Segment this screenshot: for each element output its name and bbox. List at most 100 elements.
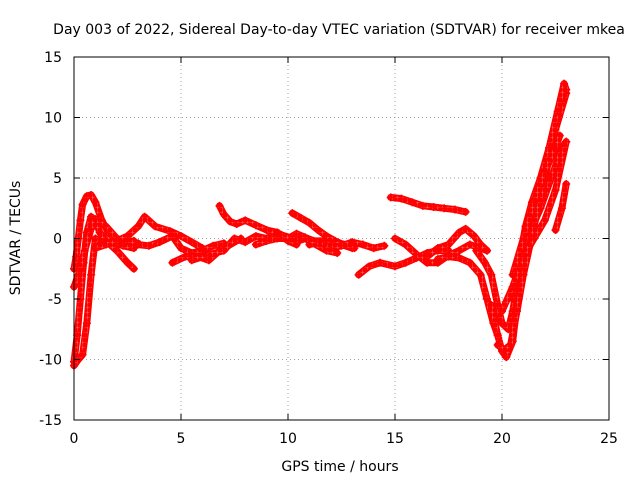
data-point-marker <box>73 331 82 340</box>
data-point-marker <box>288 234 297 243</box>
data-point-marker <box>461 207 470 216</box>
data-point-marker <box>316 238 325 247</box>
x-tick-label: 20 <box>493 431 511 447</box>
y-tick-label: 10 <box>44 111 62 127</box>
data-point-marker <box>455 228 464 237</box>
data-point-marker <box>455 253 464 262</box>
data-point-marker <box>512 307 521 316</box>
data-point-marker <box>502 353 511 362</box>
data-point-marker <box>232 219 241 228</box>
data-point-marker <box>380 241 389 250</box>
data-point-marker <box>530 222 539 231</box>
data-point-marker <box>95 228 104 237</box>
data-point-marker <box>230 234 239 243</box>
data-point-marker <box>262 236 271 245</box>
data-point-marker <box>487 301 496 310</box>
data-point-marker <box>429 203 438 212</box>
data-point-marker <box>551 226 560 235</box>
data-point-marker <box>500 345 509 354</box>
data-point-marker <box>112 236 121 245</box>
data-point-marker <box>123 258 132 267</box>
data-point-marker <box>202 251 211 260</box>
data-point-marker <box>168 258 177 267</box>
data-point-marker <box>530 234 539 243</box>
data-point-marker <box>498 307 506 316</box>
y-tick-label: -10 <box>39 353 62 369</box>
data-point-marker <box>123 232 132 241</box>
series-markers <box>217 203 280 235</box>
data-point-marker <box>187 238 196 247</box>
data-point-marker <box>553 107 562 116</box>
series-9 <box>215 201 282 237</box>
data-point-marker <box>91 244 100 253</box>
data-point-marker <box>296 213 305 222</box>
data-point-marker <box>418 201 427 210</box>
series-23 <box>498 137 571 316</box>
data-point-marker <box>337 241 346 250</box>
data-point-marker <box>562 180 571 189</box>
data-point-marker <box>540 216 549 225</box>
data-point-marker <box>391 262 399 271</box>
series-6 <box>134 232 228 258</box>
data-point-marker <box>433 255 442 264</box>
series-24 <box>551 180 571 235</box>
data-point-marker <box>365 262 374 271</box>
data-point-marker <box>483 295 492 303</box>
x-tick-label: 15 <box>386 431 404 447</box>
data-point-marker <box>251 232 260 241</box>
data-point-marker <box>508 270 517 279</box>
data-point-marker <box>551 143 560 152</box>
data-point-marker <box>386 193 395 202</box>
data-point-marker <box>313 226 322 235</box>
data-point-marker <box>483 246 492 255</box>
axis-ticks: 0 5 10 15 20 25 -15 -10 -5 0 5 10 15 <box>39 50 618 447</box>
data-point-marker <box>493 331 502 340</box>
y-tick-label: -5 <box>48 292 62 308</box>
data-point-marker <box>177 244 185 253</box>
data-point-marker <box>562 85 571 94</box>
data-point-marker <box>433 244 442 253</box>
data-point-marker <box>80 246 89 255</box>
data-point-marker <box>557 204 566 213</box>
y-tick-label: 0 <box>53 232 62 248</box>
series-13 <box>305 238 389 253</box>
data-point-marker <box>292 229 301 238</box>
y-axis-label: SDTVAR / TECUs <box>8 181 24 296</box>
data-point-marker <box>219 246 228 255</box>
data-point-marker <box>562 137 571 146</box>
data-point-marker <box>241 238 250 247</box>
data-point-marker <box>444 240 453 249</box>
data-point-marker <box>219 210 228 219</box>
data-point-marker <box>354 270 363 279</box>
data-point-marker <box>151 222 160 231</box>
data-point-marker <box>168 232 177 241</box>
data-point-marker <box>226 217 235 226</box>
data-point-marker <box>461 224 470 233</box>
data-point-marker <box>82 319 91 328</box>
data-point-marker <box>177 232 185 241</box>
data-series <box>70 79 571 370</box>
data-point-marker <box>241 216 250 225</box>
data-point-marker <box>476 270 485 279</box>
data-point-marker <box>251 240 260 249</box>
data-point-marker <box>519 270 528 279</box>
data-point-marker <box>333 249 342 258</box>
data-point-marker <box>498 319 506 328</box>
chart-title: Day 003 of 2022, Sidereal Day-to-day VTE… <box>53 22 625 38</box>
data-point-marker <box>412 250 421 259</box>
data-point-marker <box>472 246 481 255</box>
data-point-marker <box>376 258 385 267</box>
y-tick-label: 5 <box>53 171 62 187</box>
data-point-marker <box>76 216 85 225</box>
x-tick-label: 25 <box>600 431 618 447</box>
series-25 <box>508 131 564 279</box>
data-point-marker <box>277 230 286 239</box>
data-point-marker <box>181 252 190 261</box>
data-point-marker <box>401 240 410 249</box>
data-point-marker <box>301 234 310 243</box>
data-point-marker <box>326 244 335 253</box>
data-point-marker <box>331 236 340 245</box>
data-point-marker <box>397 194 406 203</box>
data-point-marker <box>530 198 539 207</box>
data-point-marker <box>288 209 297 218</box>
